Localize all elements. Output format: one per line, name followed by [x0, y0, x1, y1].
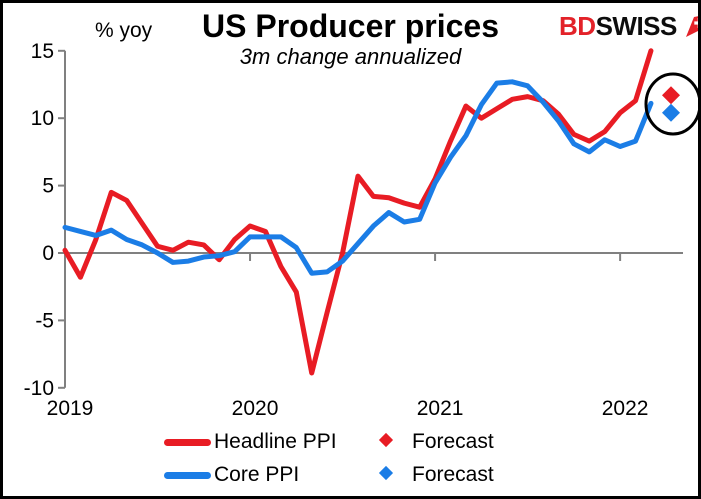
- bdswiss-logo: BDSWISS: [559, 11, 698, 42]
- legend-headline-label: Headline PPI: [214, 430, 337, 453]
- forecast-annotation-circle: [644, 72, 698, 136]
- legend-core-label: Core PPI: [214, 463, 300, 486]
- y-tick-label: 10: [31, 107, 54, 130]
- y-tick-label: -5: [35, 309, 54, 332]
- y-tick-label: 15: [31, 40, 54, 63]
- x-tick-label: 2022: [602, 397, 649, 420]
- logo-text-swiss: SWISS: [595, 11, 678, 41]
- x-tick-label: 2019: [47, 397, 94, 420]
- logo-text-bd: BD: [559, 11, 596, 41]
- legend-headline-forecast-label: Forecast: [412, 430, 494, 453]
- chart-title: US Producer prices: [202, 8, 499, 44]
- legend-headline-forecast-diamond-icon: [378, 432, 394, 448]
- legend-core-line-swatch: [164, 472, 211, 479]
- x-tick-label: 2020: [232, 397, 279, 420]
- core-forecast-diamond: [662, 103, 680, 122]
- swiss-flag-arrow-icon: [685, 16, 698, 37]
- y-axis-unit-label: % yoy: [95, 19, 153, 42]
- headline-forecast-diamond: [662, 86, 680, 105]
- y-tick-label: 5: [42, 175, 54, 198]
- core-ppi-line: [62, 79, 654, 276]
- x-tick-label: 2021: [417, 397, 464, 420]
- legend-core-forecast-diamond-icon: [378, 465, 394, 481]
- legend-core-forecast-label: Forecast: [412, 463, 494, 486]
- legend-headline-line-swatch: [164, 439, 211, 446]
- headline-ppi-line: [62, 48, 654, 376]
- chart-subtitle: 3m change annualized: [239, 44, 462, 69]
- y-tick-label: -10: [24, 377, 54, 400]
- y-tick-label: 0: [42, 242, 54, 265]
